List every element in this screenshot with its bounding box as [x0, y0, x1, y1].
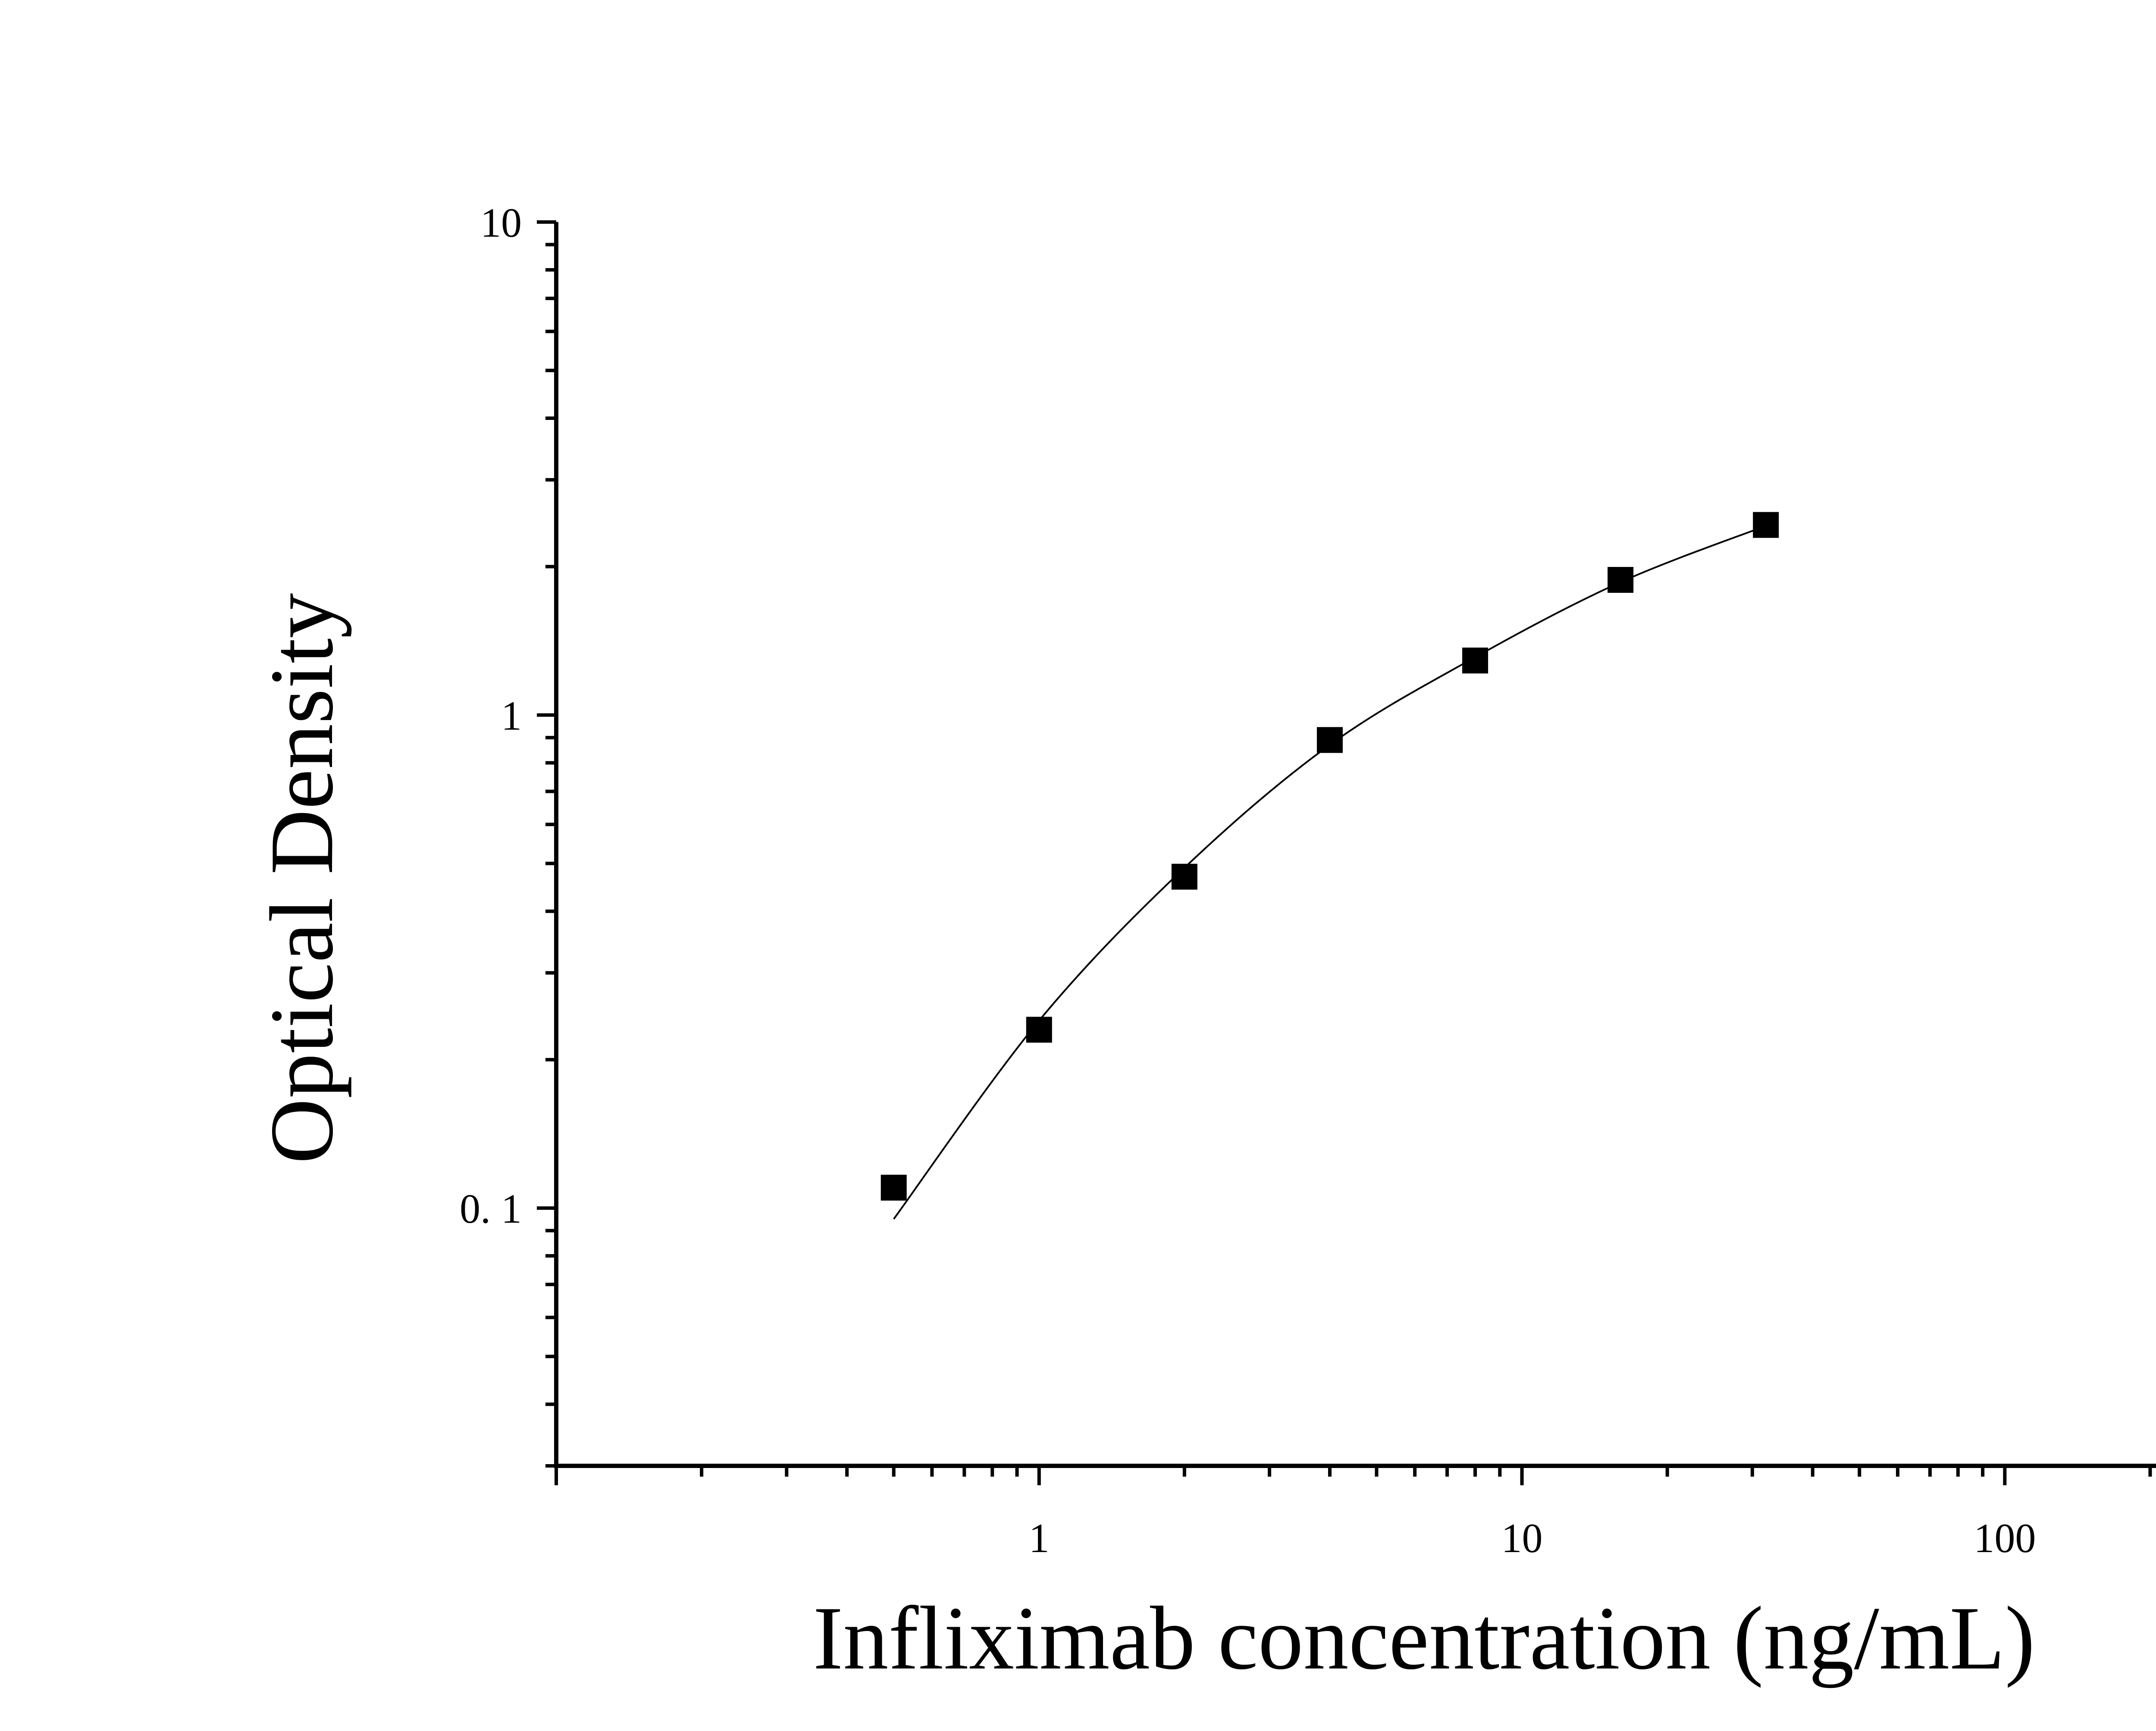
fit-curve: [893, 525, 1766, 1220]
data-point: [1462, 648, 1489, 674]
data-point: [1171, 864, 1197, 890]
x-tick-label: 1: [1029, 1515, 1050, 1561]
y-axis-title: Optical Density: [252, 593, 352, 1164]
x-ticks: 1 10 100: [555, 1466, 2152, 1561]
x-tick-label: 10: [1501, 1515, 1543, 1561]
data-point: [1026, 1017, 1052, 1043]
y-ticks: 0. 1 1 10: [460, 200, 556, 1468]
data-points: [881, 512, 1779, 1201]
x-axis-title: Infliximab concentration (ng/mL): [813, 1588, 2035, 1688]
data-point: [881, 1174, 907, 1201]
y-tick-label: 0. 1: [460, 1186, 522, 1232]
axes: 0. 1 1 10 1 10 100: [460, 200, 2156, 1561]
data-point: [1316, 727, 1343, 753]
y-tick-label: 1: [501, 693, 522, 739]
data-point: [1753, 512, 1779, 538]
y-tick-label: 10: [480, 200, 522, 246]
data-point: [1608, 567, 1634, 593]
x-tick-label: 100: [1974, 1515, 2036, 1561]
